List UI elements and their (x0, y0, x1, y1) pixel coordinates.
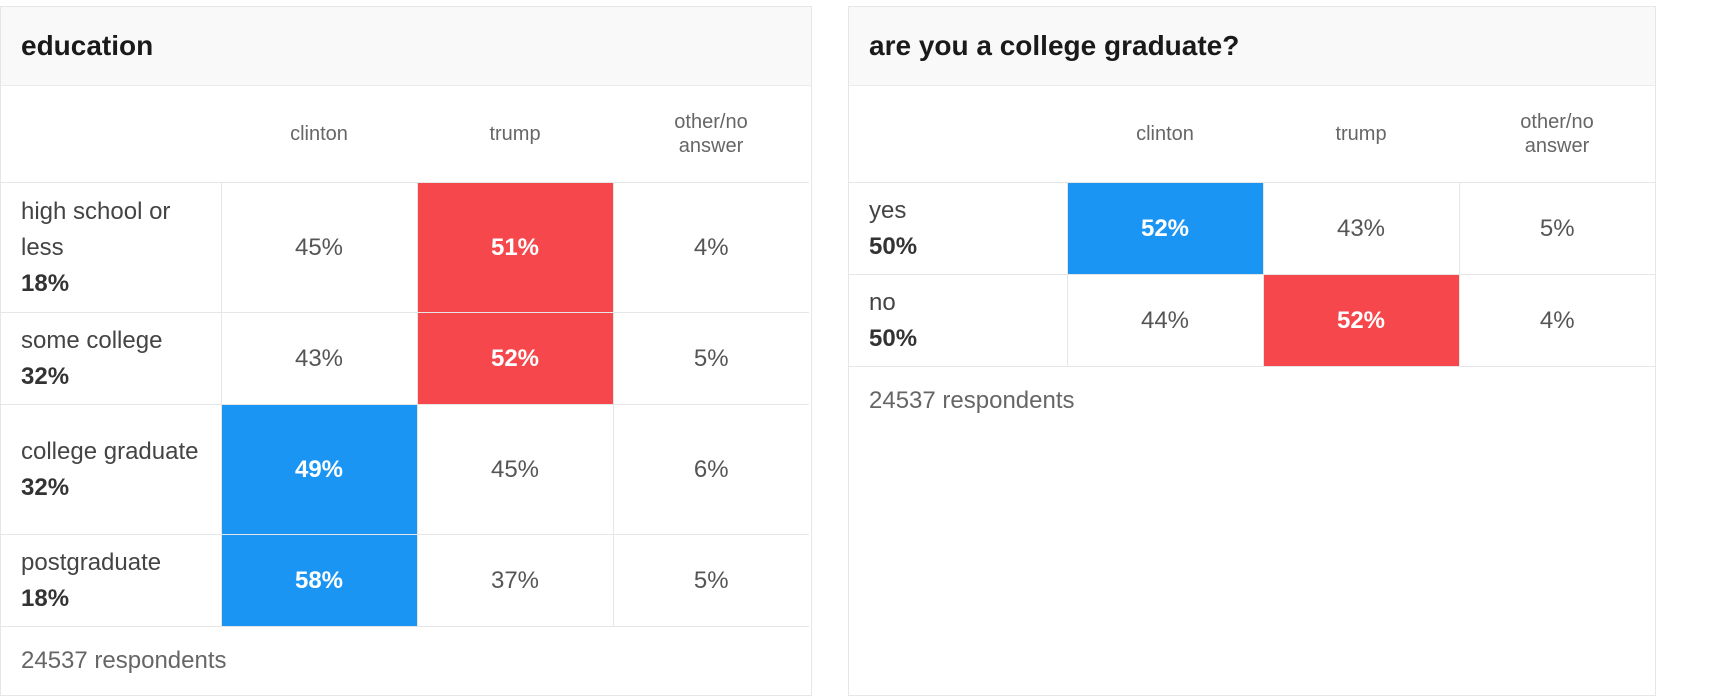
respondents-count: 24537 respondents (21, 647, 227, 674)
row-label-text: high school or less (21, 197, 171, 261)
results-table: clinton trump other/no answer high school o… (1, 86, 809, 627)
row-share: 18% (21, 269, 70, 297)
panel-header: education (1, 7, 811, 86)
row-share: 18% (21, 584, 70, 612)
respondents-count: 24537 respondents (869, 387, 1075, 414)
row-label-text: no (869, 288, 896, 316)
value-cell: 6% (612, 404, 809, 535)
header-corner (849, 86, 1067, 183)
row-share: 32% (21, 362, 70, 390)
value-cell: 43% (1262, 182, 1459, 275)
row-label: postgraduate 18% (1, 534, 221, 627)
row-label-text: college graduate (21, 437, 199, 465)
value-cell: 4% (1458, 274, 1655, 367)
panel-header: are you a college graduate? (849, 7, 1655, 86)
column-header: other/no answer (1459, 86, 1655, 183)
value-cell: 45% (220, 182, 417, 313)
row-label: high school or less 18% (1, 182, 221, 313)
table-row: college graduate 32% 49% 45% 6% (1, 404, 809, 535)
column-header: trump (1263, 86, 1459, 183)
value-cell: 52% (1262, 274, 1459, 367)
table-row: some college 32% 43% 52% 5% (1, 312, 809, 405)
row-label: no 50% (849, 274, 1067, 367)
row-label-text: postgraduate (21, 548, 162, 576)
panel-title: education (21, 30, 154, 61)
row-share: 50% (869, 324, 918, 352)
value-cell: 44% (1066, 274, 1263, 367)
value-cell: 37% (416, 534, 613, 627)
college-graduate-panel: are you a college graduate? clinton trump… (848, 6, 1656, 696)
table-row: postgraduate 18% 58% 37% 5% (1, 534, 809, 627)
value-cell: 45% (416, 404, 613, 535)
value-cell: 49% (220, 404, 417, 535)
results-table: clinton trump other/no answer yes 50% 52% 43% 5… (849, 86, 1655, 367)
value-cell: 5% (612, 312, 809, 405)
value-cell: 4% (612, 182, 809, 313)
column-header: other/no answer (613, 86, 809, 183)
value-cell: 5% (1458, 182, 1655, 275)
education-panel: education clinton trump other/no answer hig… (0, 6, 812, 696)
value-cell: 58% (220, 534, 417, 627)
header-row: clinton trump other/no answer (1, 86, 809, 183)
panel-title: are you a college graduate? (869, 30, 1240, 61)
row-label-text: yes (869, 196, 907, 224)
row-label: yes 50% (849, 182, 1067, 275)
header-row: clinton trump other/no answer (849, 86, 1655, 183)
row-label: college graduate 32% (1, 404, 221, 535)
header-corner (1, 86, 221, 183)
row-label: some college 32% (1, 312, 221, 405)
column-header: clinton (221, 86, 417, 183)
row-label-text: some college (21, 326, 163, 354)
table-row: high school or less 18% 45% 51% 4% (1, 182, 809, 313)
column-header: clinton (1067, 86, 1263, 183)
table-row: yes 50% 52% 43% 5% (849, 182, 1655, 275)
row-share: 50% (869, 232, 918, 260)
value-cell: 51% (416, 182, 613, 313)
table-row: no 50% 44% 52% 4% (849, 274, 1655, 367)
row-share: 32% (21, 473, 70, 501)
value-cell: 43% (220, 312, 417, 405)
value-cell: 5% (612, 534, 809, 627)
value-cell: 52% (416, 312, 613, 405)
value-cell: 52% (1066, 182, 1263, 275)
column-header: trump (417, 86, 613, 183)
